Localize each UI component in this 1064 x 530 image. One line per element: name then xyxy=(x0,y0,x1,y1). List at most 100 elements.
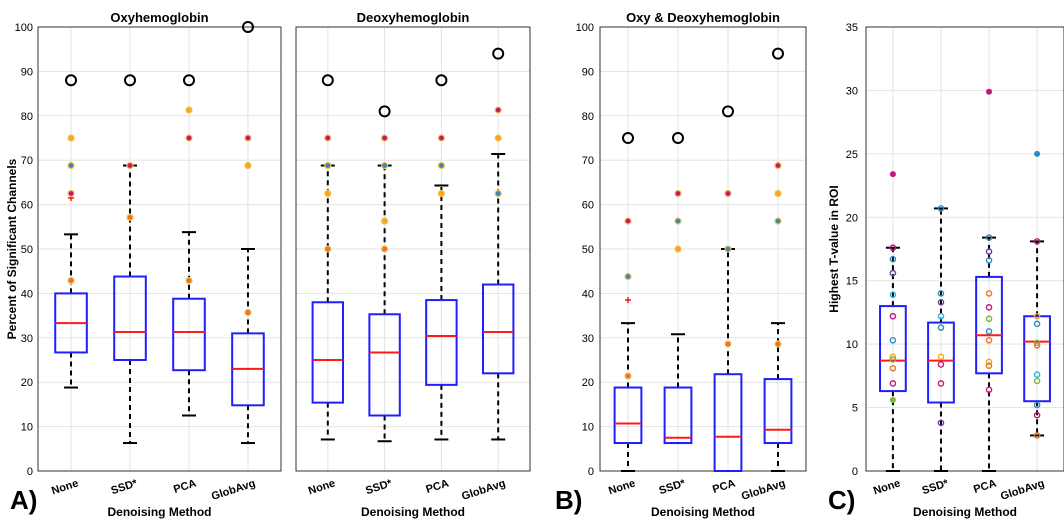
data-point xyxy=(381,245,389,253)
box-0 xyxy=(311,164,345,441)
data-point xyxy=(889,291,897,298)
data-point xyxy=(437,189,445,198)
data-point xyxy=(437,161,445,170)
data-point xyxy=(986,88,993,95)
data-point xyxy=(1033,377,1041,385)
x-axis-label: Denoising Method xyxy=(651,505,755,519)
data-point xyxy=(65,74,78,87)
plot-frame xyxy=(599,26,807,472)
x-tick-label: PCA xyxy=(711,477,737,496)
data-point xyxy=(624,372,632,380)
data-point xyxy=(381,217,389,225)
y-tick-label: 60 xyxy=(582,200,594,212)
box-iqr xyxy=(172,297,206,372)
box-iqr xyxy=(663,386,693,445)
data-point xyxy=(722,105,734,118)
data-point xyxy=(241,21,254,33)
data-point xyxy=(185,276,193,285)
box-2 xyxy=(425,184,458,441)
data-point xyxy=(185,106,193,114)
box-iqr xyxy=(879,305,907,393)
data-point xyxy=(889,244,897,252)
data-point xyxy=(494,134,502,142)
data-point xyxy=(244,161,252,170)
data-point xyxy=(124,74,137,87)
data-point xyxy=(937,205,945,212)
x-tick-label: PCA xyxy=(172,477,198,496)
data-point xyxy=(1033,432,1041,439)
data-point xyxy=(985,337,993,344)
data-point xyxy=(724,340,732,348)
data-point xyxy=(1033,320,1041,328)
data-point xyxy=(724,245,732,253)
data-point xyxy=(624,272,632,281)
box-2 xyxy=(172,231,206,417)
box-0 xyxy=(879,246,907,472)
data-point xyxy=(126,161,134,170)
box-iqr xyxy=(613,386,643,445)
data-point xyxy=(774,217,782,225)
data-point xyxy=(774,161,782,170)
data-point xyxy=(937,380,945,387)
y-tick-label: 80 xyxy=(582,111,594,123)
data-point xyxy=(985,386,993,394)
y-tick-label: 90 xyxy=(582,66,594,78)
data-point xyxy=(1033,339,1041,347)
data-point xyxy=(67,161,75,170)
plot-area xyxy=(866,27,1064,471)
data-point xyxy=(435,74,448,87)
data-point xyxy=(494,106,502,114)
panel-label: C) xyxy=(828,485,855,515)
y-tick-label: 30 xyxy=(21,333,33,345)
y-tick-label: 50 xyxy=(582,244,594,256)
x-axis-label: Denoising Method xyxy=(108,505,212,519)
x-tick-label: SSD* xyxy=(921,477,951,497)
y-tick-label: 10 xyxy=(21,422,33,434)
data-point xyxy=(889,312,897,320)
data-point xyxy=(492,47,505,60)
y-tick-label: 100 xyxy=(15,22,33,34)
x-tick-label: SSD* xyxy=(110,477,140,497)
x-tick-label: GlobAvg xyxy=(999,477,1046,502)
data-point xyxy=(889,356,897,363)
data-point xyxy=(622,132,634,144)
x-tick-label: None xyxy=(872,477,902,497)
box-iqr xyxy=(975,275,1003,375)
plot-frame xyxy=(37,26,282,472)
box-1 xyxy=(927,207,955,472)
data-point xyxy=(321,74,334,87)
panel-label: A) xyxy=(10,485,37,515)
data-point xyxy=(774,340,782,348)
data-point xyxy=(324,245,332,253)
data-point xyxy=(889,337,897,344)
chart-title: Oxy & Deoxyhemoglobin xyxy=(626,10,780,25)
box-iqr xyxy=(927,321,955,404)
data-point xyxy=(672,132,684,144)
box-1 xyxy=(368,164,401,443)
x-tick-label: PCA xyxy=(425,477,451,496)
data-point xyxy=(985,234,993,241)
data-point xyxy=(937,312,945,320)
box-3 xyxy=(231,248,265,445)
data-point xyxy=(381,134,389,142)
x-tick-label: GlobAvg xyxy=(210,477,257,502)
data-point xyxy=(772,47,784,60)
data-point xyxy=(889,396,896,403)
x-tick-label: SSD* xyxy=(364,477,394,497)
data-point xyxy=(889,380,897,387)
y-tick-label: 30 xyxy=(582,333,594,345)
chart-title: Oxyhemoglobin xyxy=(110,10,208,25)
box-2 xyxy=(713,248,743,473)
box-3 xyxy=(1023,240,1051,437)
x-tick-label: GlobAvg xyxy=(740,477,787,502)
data-point xyxy=(324,189,332,198)
y-tick-label: 70 xyxy=(21,155,33,167)
y-tick-label: 10 xyxy=(846,339,858,351)
x-tick-label: PCA xyxy=(972,477,998,496)
data-point xyxy=(985,248,993,255)
box-iqr xyxy=(113,275,147,362)
y-tick-label: 20 xyxy=(582,377,594,389)
data-point xyxy=(378,105,391,118)
data-point xyxy=(889,255,897,263)
